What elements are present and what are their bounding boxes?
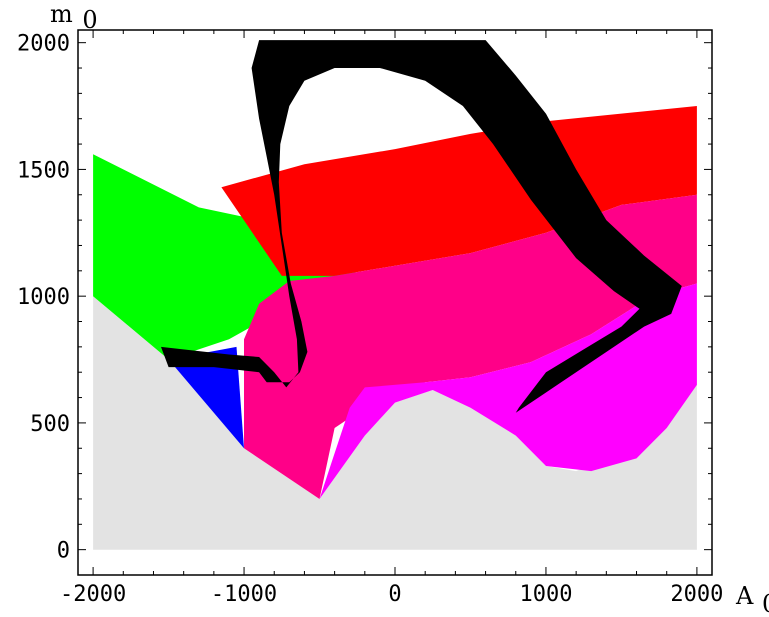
y-tick-label: 2000 <box>17 32 70 57</box>
black-band-layer <box>161 40 682 413</box>
x-tick-label: -1000 <box>211 582 277 607</box>
y-tick-label: 1500 <box>17 158 70 183</box>
region-red <box>221 106 697 276</box>
ticks-layer <box>78 30 712 575</box>
x-tick-label: 1000 <box>519 582 572 607</box>
y-axis-label: m 0 <box>50 0 98 34</box>
y-tick-label: 0 <box>57 539 70 564</box>
y-axis-label-subscript: 0 <box>82 6 97 34</box>
x-axis-label: A 0 <box>735 582 769 617</box>
x-tick-label: -2000 <box>60 582 126 607</box>
x-tick-label: 0 <box>388 582 401 607</box>
regions-layer <box>93 106 697 550</box>
region-crimson <box>244 194 697 500</box>
region-magenta <box>319 283 697 499</box>
y-tick-label: 500 <box>30 412 70 437</box>
tick-labels-layer: -2000 -1000 0 1000 2000 0 500 1000 1500 2000 <box>17 32 723 607</box>
region-black-band <box>161 40 682 413</box>
y-axis-label-letter: m <box>50 0 73 28</box>
region-blue <box>168 346 244 449</box>
y-tick-label: 1000 <box>17 285 70 310</box>
x-tick-label: 2000 <box>670 582 723 607</box>
x-axis-label-letter: A <box>735 582 754 610</box>
x-axis-label-subscript: 0 <box>762 590 769 617</box>
region-gray <box>93 296 697 550</box>
